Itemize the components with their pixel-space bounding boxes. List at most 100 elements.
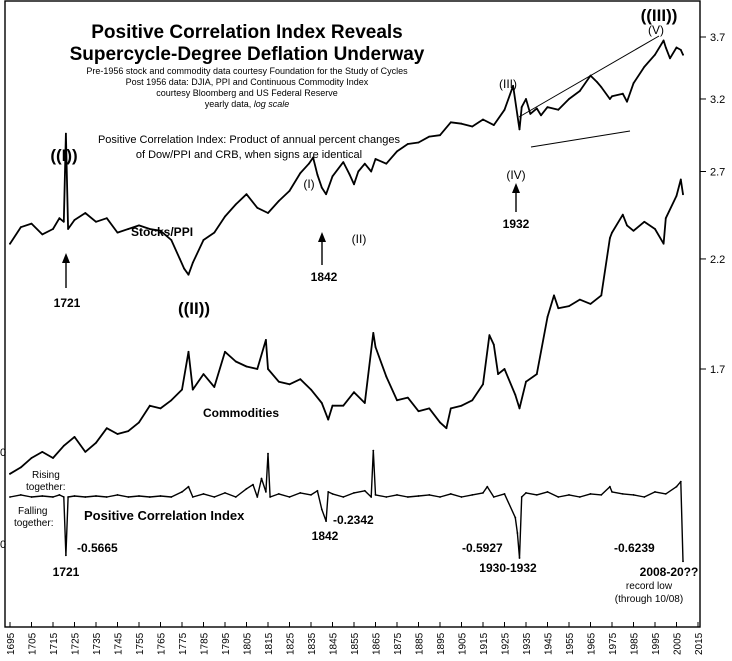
data-point-commodities	[372, 332, 375, 334]
data-point-commodities	[256, 368, 259, 370]
data-point-pci	[213, 496, 216, 498]
data-point-commodities	[546, 316, 549, 318]
left-partial-tick-1: 0	[0, 447, 6, 459]
data-point-stocks-ppi	[191, 261, 194, 264]
wave-label-II: (II)	[352, 232, 367, 246]
x-tick-label: 1985	[630, 632, 641, 655]
data-point-stocks-ppi	[267, 212, 269, 214]
label-rising-1: Rising	[32, 470, 60, 481]
x-tick-label: 1785	[200, 632, 211, 655]
year-label-1932: 1932	[503, 217, 530, 231]
x-tick-label: 1805	[243, 632, 254, 655]
label-commodities: Commodities	[203, 406, 279, 420]
data-point-pci	[19, 494, 22, 496]
data-point-stocks-ppi	[320, 186, 323, 189]
data-point-pci	[67, 496, 69, 498]
data-point-stocks-ppi	[675, 46, 678, 49]
data-point-commodities	[611, 231, 613, 234]
data-point-stocks-ppi	[482, 118, 484, 121]
data-point-commodities	[632, 229, 635, 232]
y-tick-label: 3.2	[710, 94, 725, 106]
pci-year-2008: 2008-20??	[640, 565, 699, 579]
pci-value-1721: -0.5665	[77, 541, 118, 555]
data-point-commodities	[331, 404, 334, 407]
wave-label-III-big: ((III))	[641, 6, 678, 25]
data-point-commodities	[514, 394, 517, 396]
data-point-commodities	[138, 421, 140, 424]
data-point-stocks-ppi	[611, 95, 613, 98]
data-point-stocks-ppi	[187, 273, 190, 276]
data-point-stocks-ppi	[578, 90, 581, 92]
data-point-pci	[632, 494, 635, 496]
data-point-pci	[138, 495, 140, 497]
data-point-stocks-ppi	[679, 49, 682, 51]
data-point-stocks-ppi	[67, 228, 69, 230]
x-tick-label: 1855	[350, 632, 361, 655]
x-tick-label: 1995	[651, 632, 662, 655]
data-point-pci	[316, 489, 319, 492]
data-point-pci	[202, 493, 205, 495]
data-point-stocks-ppi	[353, 183, 355, 186]
data-point-commodities	[488, 334, 491, 337]
x-tick-label: 1715	[49, 632, 60, 655]
data-point-pci	[181, 491, 183, 493]
data-point-pci	[62, 496, 65, 498]
pci-year-1842: 1842	[312, 529, 339, 543]
data-point-stocks-ppi	[357, 170, 360, 173]
data-point-pci	[520, 496, 523, 498]
data-point-commodities	[9, 472, 11, 475]
x-tick-label: 1925	[501, 632, 512, 655]
data-point-pci	[265, 491, 267, 493]
data-point-stocks-ppi	[396, 150, 398, 153]
data-point-commodities	[342, 404, 345, 407]
pci-value-1932: -0.5927	[462, 541, 503, 555]
data-point-stocks-ppi	[529, 113, 532, 115]
label-pci: Positive Correlation Index	[84, 508, 245, 523]
data-point-pci	[589, 493, 592, 495]
data-point-commodities	[353, 391, 355, 394]
data-point-commodities	[600, 294, 603, 297]
source-note-4: yearly data, log scale	[205, 99, 290, 109]
x-tick-label: 1935	[522, 632, 533, 655]
data-point-commodities	[497, 373, 499, 375]
plot-frame	[4, 0, 701, 628]
x-tick-label: 1865	[372, 632, 383, 655]
data-point-commodities	[664, 217, 667, 220]
data-point-stocks-ppi	[331, 175, 334, 178]
x-tick-label: 1905	[458, 632, 469, 655]
y-tick-label: 3.7	[710, 32, 725, 44]
data-point-commodities	[439, 421, 441, 424]
data-point-stocks-ppi	[609, 98, 611, 100]
data-point-pci	[370, 496, 373, 498]
wave-label-V: (V)	[648, 23, 664, 37]
wedge-upper-trendline	[518, 35, 660, 118]
data-point-stocks-ppi	[30, 222, 33, 225]
data-point-commodities	[30, 457, 33, 459]
data-point-commodities	[245, 365, 248, 368]
label-stocks-ppi: Stocks/PPI	[131, 225, 193, 239]
data-point-pci	[252, 483, 254, 486]
data-point-pci	[84, 496, 87, 498]
data-point-stocks-ppi	[669, 57, 671, 60]
data-point-stocks-ppi	[643, 66, 646, 68]
data-point-pci	[557, 496, 560, 498]
data-point-commodities	[265, 339, 267, 341]
data-point-stocks-ppi	[95, 220, 97, 223]
data-point-commodities	[385, 375, 388, 378]
data-point-stocks-ppi	[224, 215, 226, 218]
data-point-pci	[256, 496, 259, 498]
data-point-stocks-ppi	[84, 212, 87, 214]
data-point-pci	[65, 554, 67, 557]
data-point-stocks-ppi	[546, 106, 549, 108]
y-tick-label: 2.7	[710, 167, 725, 179]
data-point-commodities	[503, 368, 506, 370]
data-point-commodities	[159, 407, 162, 410]
data-point-stocks-ppi	[58, 217, 61, 220]
pci-year-1721: 1721	[53, 565, 80, 579]
x-tick-label: 1735	[92, 632, 103, 655]
data-point-stocks-ppi	[626, 100, 628, 103]
data-point-stocks-ppi	[439, 134, 441, 137]
data-point-stocks-ppi	[621, 92, 624, 95]
data-point-pci	[73, 495, 76, 497]
data-point-stocks-ppi	[325, 193, 327, 196]
